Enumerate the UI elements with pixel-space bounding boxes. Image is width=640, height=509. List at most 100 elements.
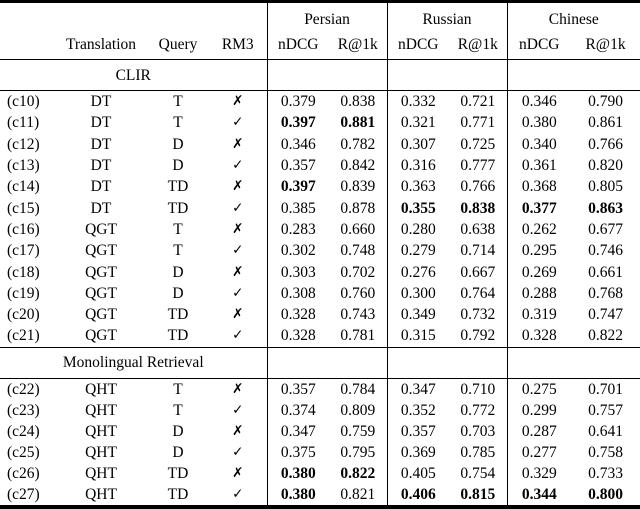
chinese-ndcg-cell: 0.361 [506, 154, 572, 177]
translation-cell: QGT [85, 327, 117, 345]
russian-r1k-cell: 0.714 [460, 242, 496, 260]
persian-r1k-cell: 0.702 [340, 263, 376, 281]
table-header: Persian Russian Chinese Translation Quer… [0, 1, 640, 60]
table-row: (c21) QGT TD ✓ 0.328 0.781 0.315 0.792 0.328 0.82… [0, 325, 640, 348]
russian-ndcg-cell: 0.363 [386, 176, 450, 198]
rm3-check-icon: ✓ [232, 114, 244, 131]
chinese-ndcg-cell: 0.269 [506, 261, 572, 283]
chinese-r1k-cell: 0.820 [588, 157, 623, 175]
rm3-cross-icon: ✗ [232, 135, 244, 152]
rm3-check-icon: ✓ [232, 199, 244, 216]
persian-r1k-cell: 0.782 [340, 135, 376, 153]
russian-ndcg-cell: 0.332 [386, 90, 450, 113]
translation-cell: QHT [85, 464, 117, 482]
section-row-spacer [266, 59, 329, 91]
language-group-row: Persian Russian Chinese [0, 1, 640, 30]
group-label-russian: Russian [386, 1, 508, 30]
persian-r1k-cell: 0.839 [340, 178, 376, 196]
query-cell: D [172, 263, 184, 281]
row-id: (c13) [7, 157, 40, 175]
translation-cell: DT [90, 93, 112, 111]
rm3-cross-icon: ✗ [232, 178, 244, 195]
chinese-ndcg-cell: 0.346 [506, 90, 572, 113]
query-cell: T [173, 242, 183, 260]
query-cell: T [173, 380, 183, 398]
row-id: (c26) [7, 464, 40, 482]
table-row: (c12) DT D ✗ 0.346 0.782 0.307 0.725 0.340 0.766 [0, 133, 640, 155]
rm3-cross-icon: ✗ [232, 93, 244, 110]
row-id: (c24) [7, 422, 40, 440]
table-row: (c22) QHT T ✗ 0.357 0.784 0.347 0.710 0.275 0.701 [0, 378, 640, 400]
persian-ndcg-cell: 0.328 [266, 325, 329, 348]
column-header-row: Translation Query RM3 nDCG R@1k nDCG R@1… [0, 30, 640, 60]
russian-ndcg-cell: 0.279 [386, 240, 450, 262]
russian-r1k-cell: 0.792 [460, 327, 496, 345]
russian-r1k-cell: 0.721 [460, 93, 496, 111]
table-row: (c25) QHT D ✓ 0.375 0.795 0.369 0.785 0.277 0.758 [0, 441, 640, 463]
query-cell: D [172, 284, 184, 302]
chinese-r1k-cell: 0.661 [588, 263, 623, 281]
rm3-check-icon: ✓ [232, 443, 244, 460]
persian-r1k-cell: 0.748 [340, 242, 376, 260]
row-id: (c16) [7, 220, 40, 238]
russian-ndcg-cell: 0.369 [386, 441, 450, 463]
translation-cell: QHT [85, 401, 117, 419]
query-cell: T [173, 93, 183, 111]
chinese-r1k-cell: 0.758 [588, 443, 623, 461]
russian-ndcg-cell: 0.307 [386, 133, 450, 155]
persian-r1k-cell: 0.809 [340, 401, 376, 419]
table-row: (c19) QGT D ✓ 0.308 0.760 0.300 0.764 0.288 0.768 [0, 282, 640, 304]
persian-ndcg-cell: 0.303 [266, 261, 329, 283]
persian-r1k-cell: 0.781 [340, 327, 376, 345]
persian-r1k-cell: 0.838 [340, 93, 376, 111]
persian-r1k-cell: 0.881 [340, 114, 376, 132]
chinese-ndcg-cell: 0.377 [506, 197, 572, 219]
chinese-r1k-cell: 0.768 [588, 284, 623, 302]
translation-cell: QHT [85, 485, 117, 503]
row-id: (c19) [7, 284, 40, 302]
header-query: Query [158, 36, 198, 53]
header-rm3: RM3 [221, 36, 254, 53]
header-persian-r1k: R@1k [337, 36, 378, 53]
section-row-spacer [386, 59, 450, 91]
russian-ndcg-cell: 0.316 [386, 154, 450, 177]
russian-r1k-cell: 0.766 [460, 178, 496, 196]
translation-cell: QGT [85, 306, 117, 324]
group-label-chinese: Chinese [506, 1, 640, 30]
chinese-r1k-cell: 0.800 [588, 485, 623, 503]
query-cell: D [172, 135, 184, 153]
persian-ndcg-cell: 0.346 [266, 133, 329, 155]
russian-ndcg-cell: 0.355 [386, 197, 450, 219]
persian-ndcg-cell: 0.283 [266, 218, 329, 241]
persian-r1k-cell: 0.795 [340, 443, 376, 461]
russian-r1k-cell: 0.703 [460, 422, 496, 440]
rm3-cross-icon: ✗ [232, 380, 244, 397]
persian-ndcg-cell: 0.380 [266, 483, 329, 507]
russian-ndcg-cell: 0.405 [386, 462, 450, 484]
persian-ndcg-cell: 0.374 [266, 399, 329, 421]
russian-r1k-cell: 0.764 [460, 284, 496, 302]
header-spacer [0, 30, 55, 60]
persian-r1k-cell: 0.760 [340, 284, 376, 302]
russian-ndcg-cell: 0.280 [386, 218, 450, 241]
persian-r1k-cell: 0.821 [340, 485, 376, 503]
chinese-ndcg-cell: 0.295 [506, 240, 572, 262]
persian-ndcg-cell: 0.357 [266, 378, 329, 400]
russian-ndcg-cell: 0.352 [386, 399, 450, 421]
chinese-ndcg-cell: 0.329 [506, 462, 572, 484]
rm3-check-icon: ✓ [232, 327, 244, 344]
persian-r1k-cell: 0.743 [340, 306, 376, 324]
chinese-ndcg-cell: 0.340 [506, 133, 572, 155]
russian-r1k-cell: 0.785 [460, 443, 496, 461]
row-id: (c10) [7, 93, 40, 111]
chinese-r1k-cell: 0.790 [588, 93, 623, 111]
section-row-spacer [506, 347, 572, 379]
rm3-check-icon: ✓ [232, 401, 244, 418]
persian-ndcg-cell: 0.308 [266, 282, 329, 304]
rm3-cross-icon: ✗ [232, 422, 244, 439]
query-cell: TD [167, 485, 189, 503]
russian-r1k-cell: 0.710 [460, 380, 496, 398]
chinese-r1k-cell: 0.757 [588, 401, 623, 419]
table-row: (c18) QGT D ✗ 0.303 0.702 0.276 0.667 0.269 0.661 [0, 261, 640, 283]
russian-r1k-cell: 0.772 [460, 401, 496, 419]
